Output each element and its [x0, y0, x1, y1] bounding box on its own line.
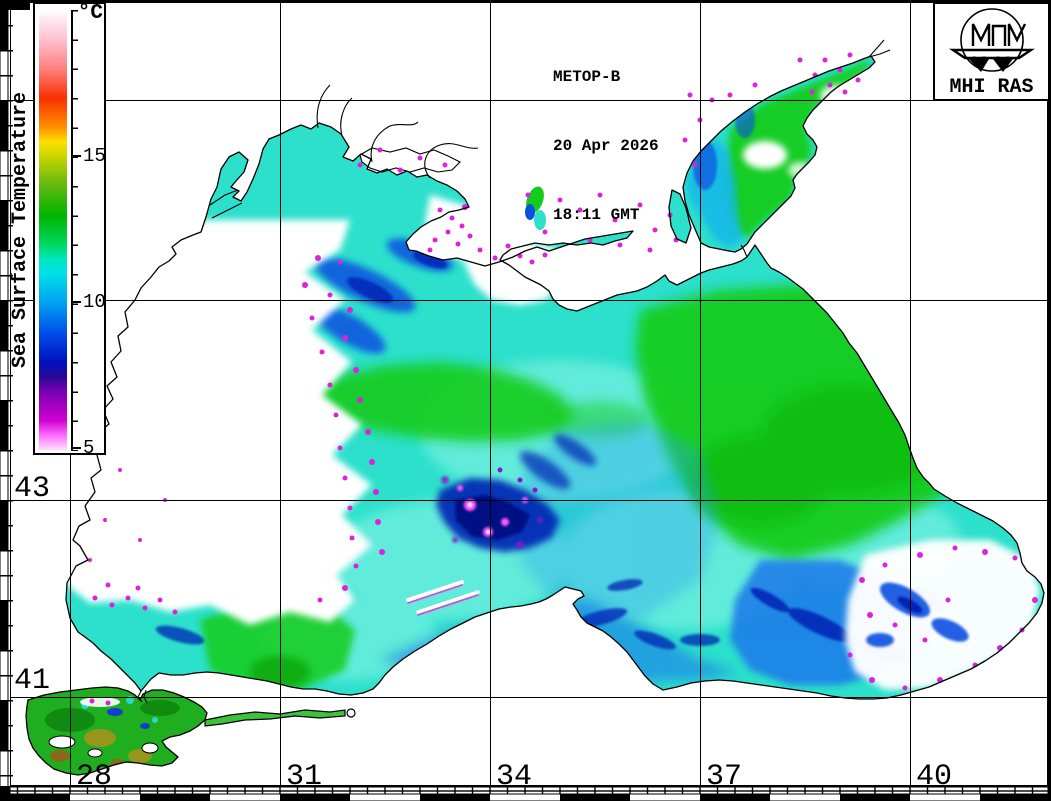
coastline-layer: [65, 55, 1045, 700]
colorbar-gradient: [39, 10, 67, 450]
lon-label-40: 40: [916, 760, 953, 794]
colorbar-label-15: 15: [83, 145, 106, 167]
mhi-ras-logo-box: MHI RAS: [933, 2, 1050, 101]
colorbar-minor-ticks: [71, 10, 78, 451]
lon-label-37: 37: [706, 760, 743, 794]
colorbar-tick-15: [71, 155, 81, 157]
lat-label-43: 43: [14, 472, 51, 506]
colorbar-unit-label: °C: [77, 2, 103, 25]
colorbar-label-10: 10: [83, 291, 106, 313]
mhi-ras-emblem-icon: [949, 8, 1035, 72]
dnieper-estuary-patch: [525, 186, 548, 235]
lon-label-34: 34: [496, 760, 533, 794]
satellite-name: METOP-B: [553, 68, 621, 86]
colorbar-tick-10: [71, 301, 81, 303]
colorbar-panel: °C 15 10 5: [33, 2, 106, 459]
colorbar-label-5: 5: [83, 437, 95, 459]
lon-label-28: 28: [76, 760, 113, 794]
lat-label-41: 41: [14, 664, 51, 698]
colorbar-title: Sea Surface Temperature: [9, 91, 32, 368]
lon-label-31: 31: [286, 760, 323, 794]
mhi-ras-label: MHI RAS: [949, 76, 1034, 99]
colorbar-tick-5: [71, 447, 81, 449]
cloud-edge-speckles: [88, 52, 1038, 691]
acquisition-date: 20 Apr 2026: [553, 137, 659, 155]
acquisition-time: 18:11 GMT: [553, 206, 640, 224]
image-header: METOP-B 20 Apr 2026 18:11 GMT: [553, 20, 659, 250]
